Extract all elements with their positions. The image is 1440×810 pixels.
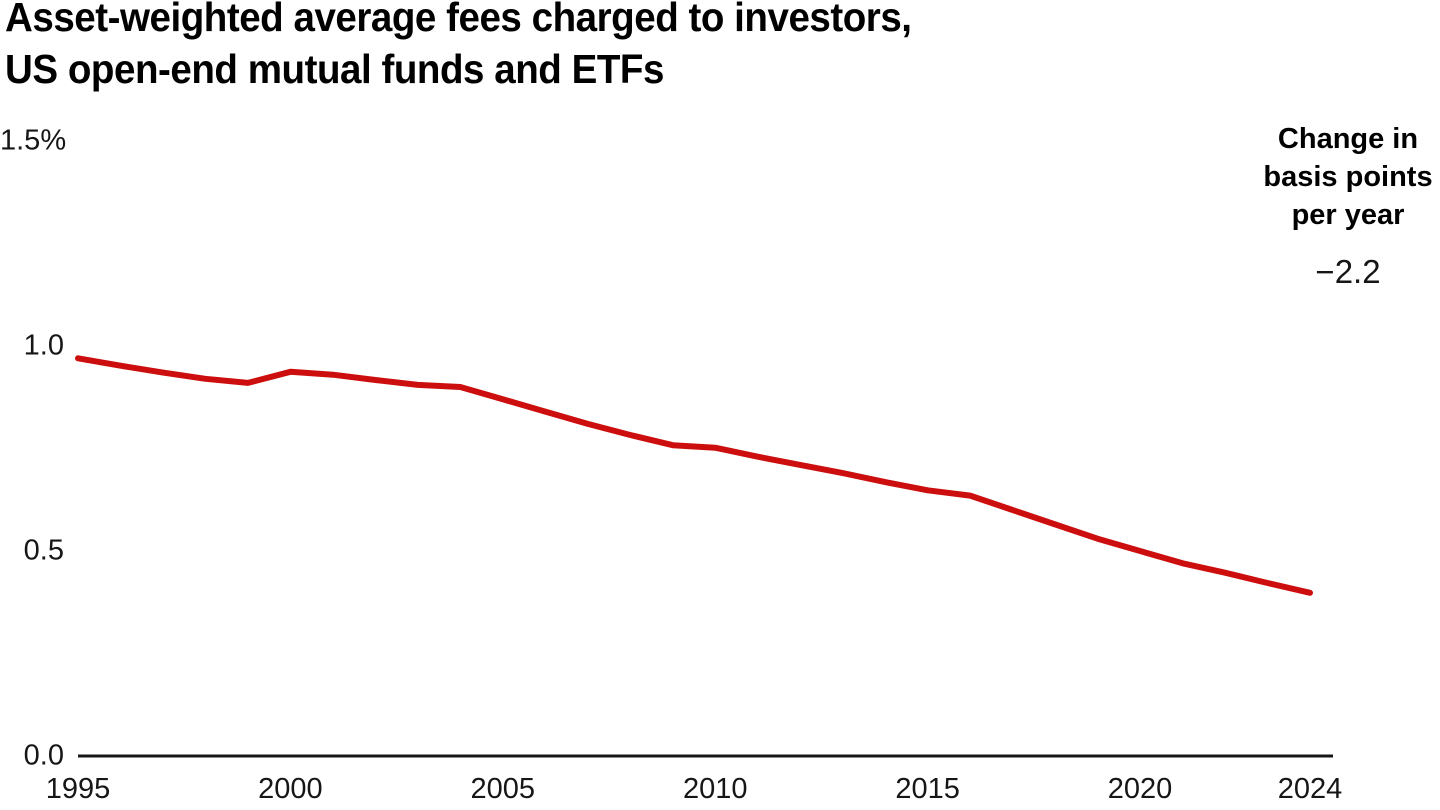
- fee-trend-line: [75, 355, 1313, 596]
- annotation-label-line-1: Change in: [1277, 123, 1419, 155]
- x-axis-tick-label: 2020: [1107, 773, 1173, 805]
- chart-title-line-2: US open-end mutual funds and ETFs: [5, 46, 664, 92]
- y-axis-tick-label: 0.5: [23, 534, 64, 567]
- x-axis-tick-label: 1995: [45, 773, 111, 805]
- chart-title-line-1: Asset-weighted average fees charged to i…: [5, 0, 912, 40]
- chart-title: Asset-weighted average fees charged to i…: [5, 0, 912, 95]
- y-axis-tick-label: 1.5%: [0, 124, 67, 157]
- x-axis-tick-label: 2005: [470, 773, 536, 805]
- annotation-label: Change in basis points per year: [1252, 120, 1440, 234]
- x-axis-tick-label: 2010: [682, 773, 748, 805]
- annotation-value: −2.2: [1315, 253, 1381, 290]
- x-axis-tick-label: 2000: [258, 773, 323, 805]
- x-axis-tick-label: 2015: [895, 773, 960, 805]
- x-axis-tick-label: 2024: [1277, 773, 1343, 805]
- annotation-label-line-2: basis points: [1263, 161, 1433, 193]
- y-axis-tick-label: 1.0: [23, 329, 64, 362]
- annotation-label-line-3: per year: [1291, 199, 1405, 231]
- annotation: Change in basis points per year −2.2: [1252, 120, 1440, 289]
- y-axis-tick-label: 0.0: [23, 739, 64, 772]
